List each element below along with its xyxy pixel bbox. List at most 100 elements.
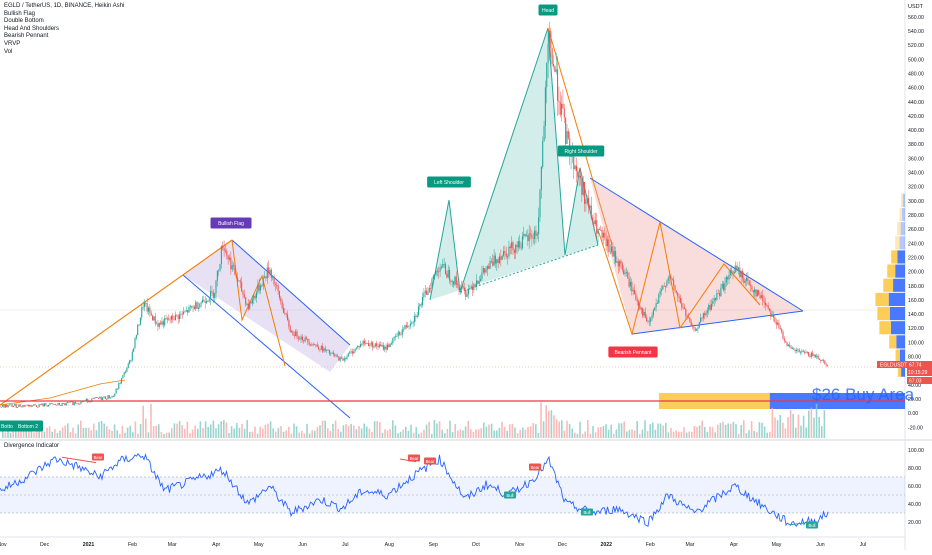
candle-up [158,322,160,327]
left-shoulder-label-text: Left Shoulder [434,180,464,186]
legend-vrvp[interactable]: VRVP [4,40,21,47]
right-shoulder-label[interactable]: Right Shoulder [557,145,605,157]
candle-up [326,349,328,351]
volume-bar [210,424,212,438]
candle-down [241,282,243,292]
candle-up [548,30,550,45]
candle-up [606,239,609,247]
volume-bar [384,429,386,438]
indicator-title[interactable]: Divergence Indicator [4,443,60,449]
candle-down [604,232,606,238]
candle-up [228,257,231,260]
candle-down [265,276,267,279]
head-label-text: Head [542,8,554,14]
volume-bar [548,411,550,438]
bearish-pennant-label[interactable]: Bearish Pennant [608,346,658,358]
candle-down [458,283,460,290]
oscillator-pane[interactable]: Bear Bear Bear Bear Bull Bull Bull [0,453,905,529]
bullish-flag-label[interactable]: Bullish Flag [210,217,252,229]
candle-down [39,404,42,406]
candle-up [570,156,572,157]
candle-up [38,404,40,408]
candle-down [646,317,648,322]
volume-bar [589,433,592,438]
bull-tag[interactable]: Bull [806,521,818,529]
time-tick-label: Mar [686,542,695,548]
candle-down [739,267,741,278]
candle-down [288,320,290,327]
candle-down [598,229,600,230]
candle-up [133,348,135,352]
volume-bar [38,428,40,438]
candle-down [463,287,465,290]
candle-down [674,285,676,291]
volume-bar [337,429,339,438]
bear-tag[interactable]: Bear [424,457,436,465]
volume-bar [415,427,417,438]
volume-bar [311,430,313,438]
volume-bar [340,431,342,438]
volume-bar [163,433,165,438]
volume-bar [223,420,225,438]
candle-up [206,301,208,303]
time-tick-label: Feb [128,542,137,548]
volume-profile-bar-down [877,307,890,321]
candle-up [185,310,187,312]
volume-bar [293,423,295,438]
volume-bar [82,427,85,438]
volume-bar [342,425,345,438]
head-label[interactable]: Head [538,4,558,16]
volume-profile-bar-down [883,278,894,292]
candle-down [382,345,384,350]
volume-bar [410,424,412,438]
volume-bar [215,428,217,438]
candle-down [679,297,681,303]
candle-up [442,264,444,268]
candle-down [774,317,776,322]
volume-bar [667,432,670,438]
bottom2-label[interactable]: Bottom 2 [13,420,43,432]
candle-down [530,233,532,235]
candle-down [415,316,417,318]
legend-head-and-shoulders[interactable]: Head And Shoulders [4,25,60,32]
candle-down [714,298,717,300]
volume-bar [477,429,480,438]
volume-bar [735,424,737,438]
price-tick-label: 260.00 [908,227,924,233]
chart-title: EGLD / TetherUS, 1D, BINANCE, Heikin Ash… [4,3,125,9]
volume-bar [722,421,724,438]
volume-profile-bar-down [899,207,902,222]
bear-tag[interactable]: Bear [92,453,104,461]
candle-up [473,284,475,290]
candle-up [666,280,668,287]
candle-down [690,321,692,326]
legend-bearish-pennant[interactable]: Bearish Pennant [4,33,49,40]
volume-bar [787,417,789,438]
price-tick-label: 100.00 [908,340,924,346]
candle-down [686,316,688,318]
volume-profile-bar-down [875,292,889,306]
price-tick-label: 0.00 [908,411,918,417]
candle-down [623,269,625,275]
candle-up [156,323,158,325]
candle-up [41,403,43,406]
bull-tag[interactable]: Bull [581,508,593,516]
candle-up [184,311,186,313]
candle-down [798,349,800,353]
candle-down [68,402,70,404]
legend-vol[interactable]: Vol [4,48,13,55]
candle-down [308,341,310,345]
volume-bar [173,423,176,438]
volume-bar [256,433,259,438]
bull-tag[interactable]: Bull [504,491,516,499]
legend-bullish-flag[interactable]: Bullish Flag [4,10,36,17]
candle-up [777,322,779,325]
bear-tag[interactable]: Bear [408,454,420,462]
left-shoulder-label[interactable]: Left Shoulder [427,176,471,188]
legend-double-bottom[interactable]: Double Bottom [4,18,44,25]
candle-up [219,264,221,271]
candle-down [802,350,804,352]
candle-up [300,336,302,340]
bear-tag[interactable]: Bear [529,463,541,471]
